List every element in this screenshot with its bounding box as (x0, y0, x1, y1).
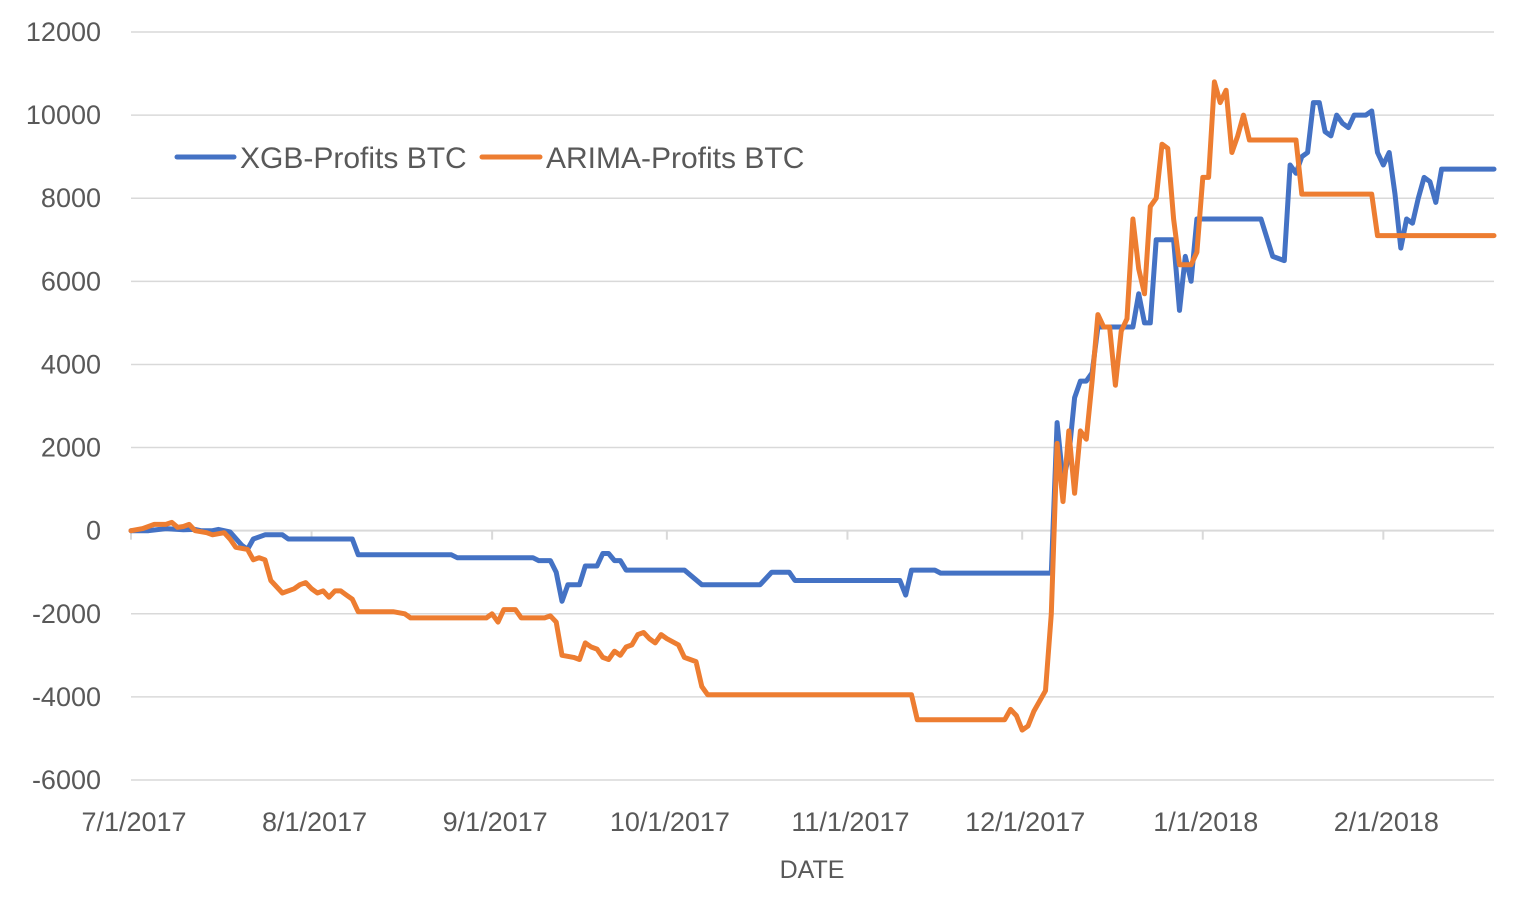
y-tick-label: 12000 (26, 17, 101, 47)
y-tick-label: 6000 (41, 266, 101, 296)
x-tick-label: 9/1/2017 (443, 807, 548, 837)
x-tick-label: 2/1/2018 (1334, 807, 1439, 837)
series-line-xgb (128, 100, 1497, 604)
x-axis-title: DATE (780, 856, 845, 884)
legend-label-arima: ARIMA-Profits BTC (546, 142, 804, 175)
y-tick-label: -4000 (32, 682, 101, 712)
y-tick-label: 0 (86, 516, 101, 546)
y-tick-label: 10000 (26, 100, 101, 130)
x-axis-tick-labels: 7/1/2017 8/1/2017 9/1/2017 10/1/2017 11/1/20… (81, 807, 1438, 837)
x-tick-label: 1/1/2018 (1153, 807, 1258, 837)
legend-label-xgb: XGB-Profits BTC (240, 142, 467, 175)
y-tick-label: 4000 (41, 349, 101, 379)
x-tick-label: 10/1/2017 (610, 807, 730, 837)
series-lines (128, 79, 1497, 733)
x-tick-label: 11/1/2017 (791, 807, 909, 837)
y-axis-tick-labels: 12000 10000 8000 6000 4000 2000 0 -2000 -4000 -60… (26, 17, 101, 795)
y-tick-label: -6000 (32, 765, 101, 795)
legend: XGB-Profits BTC ARIMA-Profits BTC (174, 142, 804, 175)
series-line-arima (128, 79, 1497, 733)
x-tick-label: 8/1/2017 (262, 807, 367, 837)
y-tick-label: -2000 (32, 599, 101, 629)
y-tick-label: 8000 (41, 183, 101, 213)
x-tick-label: 12/1/2017 (965, 807, 1085, 837)
x-tick-label: 7/1/2017 (81, 807, 186, 837)
y-tick-label: 2000 (41, 433, 101, 463)
